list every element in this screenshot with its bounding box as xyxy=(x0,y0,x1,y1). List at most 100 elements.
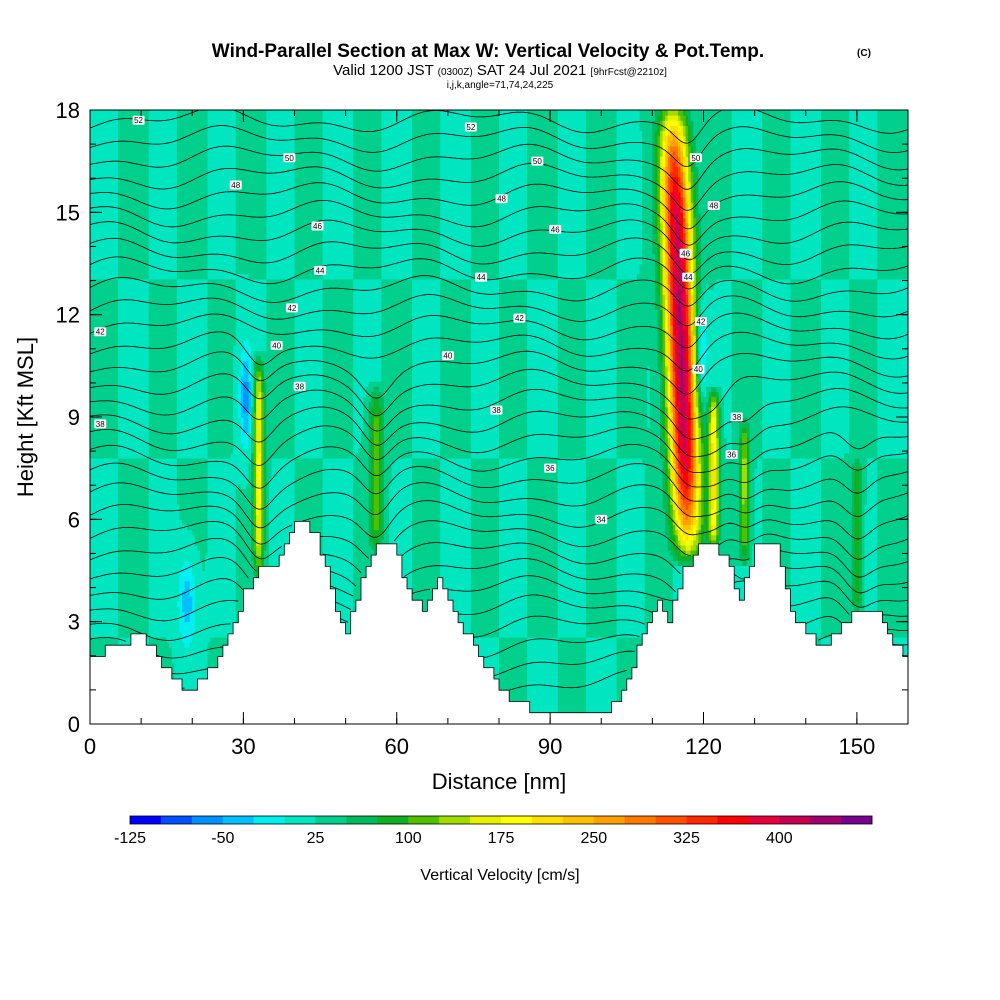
velocity-cell xyxy=(102,406,106,413)
velocity-cell xyxy=(107,309,112,316)
velocity-cell xyxy=(136,125,140,132)
velocity-cell xyxy=(100,181,104,188)
velocity-cell xyxy=(118,606,122,613)
velocity-cell xyxy=(141,606,145,613)
velocity-cell xyxy=(100,309,104,316)
velocity-cell xyxy=(153,386,158,393)
velocity-cell xyxy=(102,601,106,607)
velocity-cell xyxy=(100,550,104,556)
velocity-cell xyxy=(115,381,119,387)
velocity-cell xyxy=(118,631,122,638)
velocity-cell xyxy=(130,125,135,132)
velocity-cell xyxy=(151,401,155,408)
velocity-cell xyxy=(100,110,104,116)
velocity-cell xyxy=(123,631,127,638)
velocity-cell xyxy=(141,427,145,433)
velocity-cell xyxy=(105,207,109,213)
velocity-cell xyxy=(143,263,147,270)
velocity-cell xyxy=(143,386,147,393)
velocity-cell xyxy=(97,110,101,116)
velocity-cell xyxy=(151,432,155,439)
velocity-cell xyxy=(115,519,119,526)
velocity-cell xyxy=(102,401,106,408)
velocity-cell xyxy=(95,437,99,444)
velocity-cell xyxy=(92,145,96,152)
velocity-cell xyxy=(105,145,109,152)
velocity-cell xyxy=(95,289,99,295)
velocity-cell xyxy=(133,186,137,193)
velocity-cell xyxy=(113,529,117,536)
velocity-cell xyxy=(102,370,106,377)
velocity-cell xyxy=(102,304,106,311)
velocity-cell xyxy=(146,365,150,372)
velocity-cell xyxy=(90,652,94,659)
velocity-cell xyxy=(128,237,132,244)
velocity-cell xyxy=(123,222,127,229)
velocity-cell xyxy=(148,539,152,546)
velocity-cell xyxy=(120,345,124,352)
velocity-cell xyxy=(123,278,127,285)
velocity-cell xyxy=(115,227,119,234)
velocity-cell xyxy=(113,196,117,203)
velocity-cell xyxy=(97,647,101,653)
velocity-cell xyxy=(130,401,135,408)
velocity-cell xyxy=(136,570,140,577)
velocity-cell xyxy=(146,406,150,413)
velocity-cell xyxy=(128,212,132,219)
velocity-cell xyxy=(130,590,135,597)
velocity-cell xyxy=(148,447,152,454)
velocity-cell xyxy=(151,145,155,152)
velocity-cell xyxy=(95,550,99,556)
velocity-cell xyxy=(141,289,145,295)
velocity-cell xyxy=(90,335,94,341)
velocity-cell xyxy=(105,181,109,188)
velocity-cell xyxy=(151,222,155,229)
velocity-cell xyxy=(107,350,112,357)
velocity-cell xyxy=(110,555,114,561)
velocity-cell xyxy=(105,391,109,398)
velocity-cell xyxy=(120,299,124,306)
velocity-cell xyxy=(128,314,132,321)
velocity-cell xyxy=(95,166,99,172)
velocity-cell xyxy=(97,294,101,300)
velocity-cell xyxy=(141,304,145,311)
velocity-cell xyxy=(128,299,132,306)
velocity-cell xyxy=(136,243,140,249)
velocity-cell xyxy=(130,498,135,505)
velocity-cell xyxy=(138,555,142,561)
velocity-cell xyxy=(102,171,106,178)
velocity-cell xyxy=(123,611,127,618)
velocity-cell xyxy=(133,258,137,265)
velocity-cell xyxy=(153,427,158,433)
velocity-cell xyxy=(130,534,135,541)
velocity-cell xyxy=(97,396,101,403)
velocity-cell xyxy=(105,268,109,275)
velocity-cell xyxy=(125,304,129,311)
velocity-cell xyxy=(118,417,122,423)
velocity-cell xyxy=(128,350,132,357)
velocity-cell xyxy=(141,145,145,152)
velocity-cell xyxy=(130,309,135,316)
velocity-cell xyxy=(146,590,150,597)
velocity-cell xyxy=(136,442,140,449)
velocity-cell xyxy=(115,222,119,229)
velocity-cell xyxy=(100,140,104,147)
velocity-cell xyxy=(138,222,142,229)
velocity-cell xyxy=(128,273,132,280)
velocity-cell xyxy=(90,202,94,208)
velocity-cell xyxy=(123,401,127,408)
velocity-cell xyxy=(143,509,147,515)
velocity-cell xyxy=(148,212,152,219)
velocity-cell xyxy=(118,601,122,607)
velocity-cell xyxy=(130,299,135,306)
velocity-cell xyxy=(113,585,117,592)
velocity-cell xyxy=(118,585,122,592)
velocity-cell xyxy=(128,422,132,428)
velocity-cell xyxy=(120,560,124,566)
velocity-cell xyxy=(138,263,142,270)
velocity-cell xyxy=(143,621,147,628)
velocity-cell xyxy=(125,268,129,275)
velocity-cell xyxy=(92,217,96,224)
velocity-cell xyxy=(148,626,152,633)
velocity-cell xyxy=(105,386,109,393)
